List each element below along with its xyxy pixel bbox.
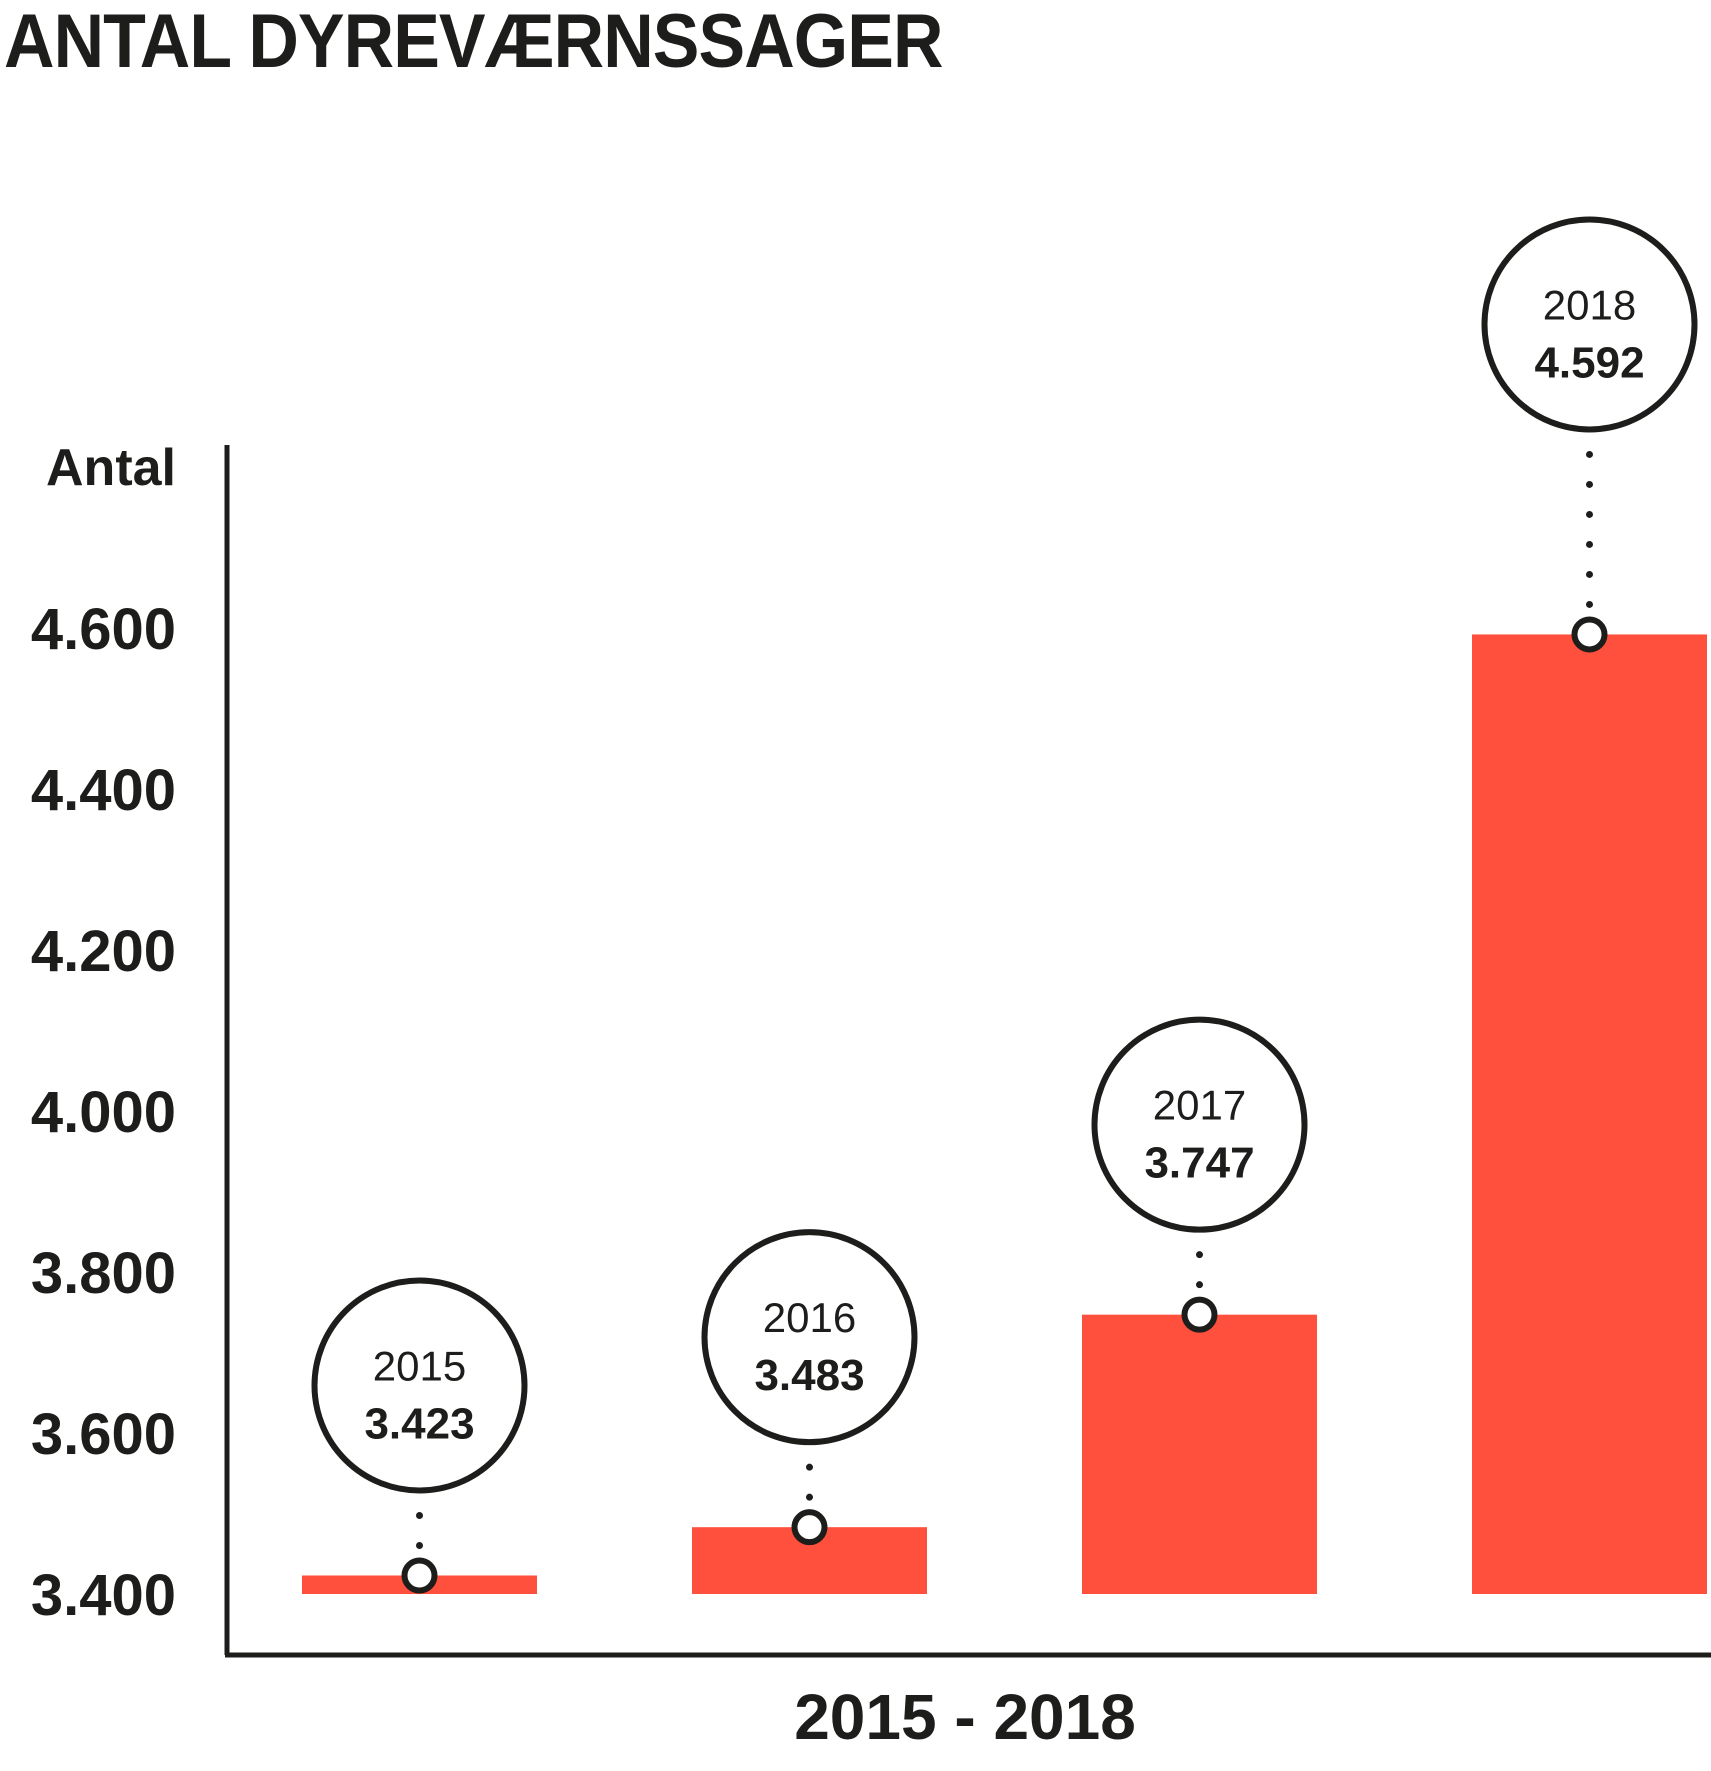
- bubble-value-label: 3.483: [754, 1351, 864, 1400]
- callouts: 2015 3.423 2016 3.483 2017 3.747 2018 4.592: [311, 216, 1698, 1594]
- bar-2017: [1082, 1314, 1317, 1594]
- bubble-year-label: 2017: [1153, 1082, 1246, 1129]
- bar-top-marker: [401, 1557, 438, 1594]
- bubble-value-label: 3.423: [364, 1399, 474, 1448]
- x-axis-label: 2015 - 2018: [794, 1681, 1136, 1753]
- bar-2018: [1472, 634, 1707, 1594]
- value-bubble: [701, 1229, 918, 1446]
- value-bubble: [1091, 1016, 1308, 1233]
- value-bubble: [311, 1277, 528, 1494]
- bubble-year-label: 2016: [763, 1294, 856, 1341]
- bar-top-marker: [791, 1509, 828, 1546]
- y-tick-label: 4.400: [31, 758, 176, 823]
- bars: [302, 634, 1707, 1594]
- value-bubble: [1481, 216, 1698, 433]
- chart-title: ANTAL DYREVÆRNSSAGER: [4, 0, 943, 84]
- bubble-year-label: 2015: [373, 1342, 466, 1389]
- y-ticks: 3.400 3.600 3.800 4.000 4.200 4.400 4.600: [31, 597, 176, 1628]
- y-tick-label: 4.200: [31, 919, 176, 984]
- bar-top-marker: [1571, 616, 1608, 653]
- y-axis-label: Antal: [46, 439, 176, 497]
- bar-top-marker: [1181, 1296, 1218, 1333]
- bubble-value-label: 3.747: [1144, 1139, 1254, 1188]
- y-tick-label: 3.800: [31, 1241, 176, 1306]
- y-tick-label: 3.400: [31, 1563, 176, 1628]
- y-tick-label: 3.600: [31, 1402, 176, 1467]
- bubble-value-label: 4.592: [1534, 338, 1644, 387]
- y-tick-label: 4.000: [31, 1080, 176, 1145]
- bubble-year-label: 2018: [1543, 281, 1636, 328]
- y-tick-label: 4.600: [31, 597, 176, 662]
- axes: [224, 445, 1711, 1658]
